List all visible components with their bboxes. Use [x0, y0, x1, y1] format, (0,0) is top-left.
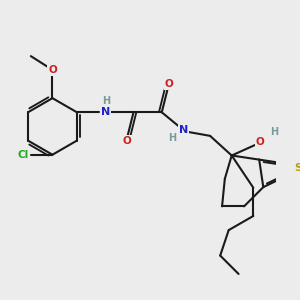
Text: H: H [270, 127, 278, 137]
Text: S: S [294, 163, 300, 173]
Text: N: N [179, 125, 188, 135]
Text: Cl: Cl [17, 150, 28, 160]
Text: O: O [164, 79, 173, 89]
Text: O: O [122, 136, 131, 146]
Text: O: O [256, 137, 264, 147]
Text: H: H [102, 96, 110, 106]
Text: H: H [270, 127, 278, 137]
Text: H: H [168, 133, 176, 143]
Text: N: N [100, 107, 110, 117]
Text: O: O [256, 137, 264, 147]
Text: O: O [48, 65, 57, 75]
